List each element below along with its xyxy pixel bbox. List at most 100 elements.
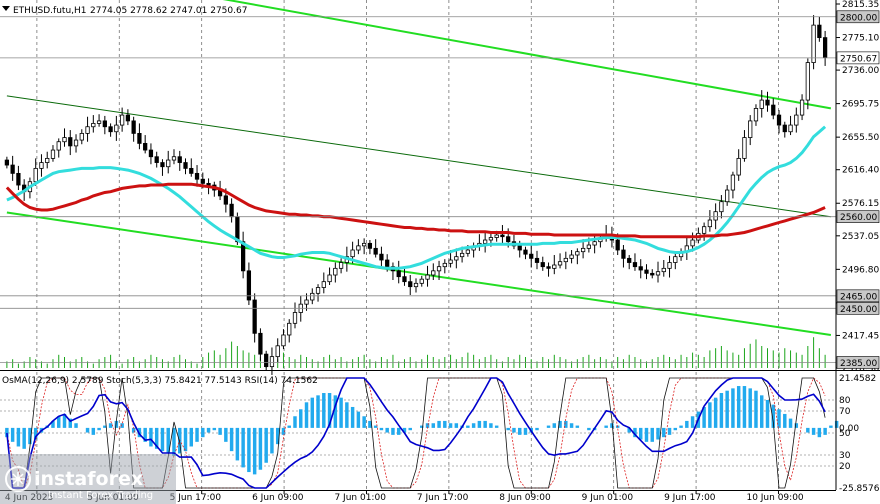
chevron-down-icon[interactable] [2,6,10,11]
candlestick [500,225,505,246]
osma-bar [742,386,747,428]
candlestick [177,150,182,171]
candle-body [690,239,695,247]
price-level-lines [0,16,836,363]
candle-body [788,124,793,133]
candle-body [154,156,159,163]
osma-bar [466,425,470,428]
candle-body [413,282,419,288]
osma-bar [28,427,32,445]
price-tick-label: 2655.50 [842,133,879,143]
candlestick [143,135,148,154]
ema-cyan-line [6,125,827,270]
osma-bar [10,427,15,442]
candlestick [563,251,568,270]
candlestick [483,232,488,253]
osma-bar [811,427,816,435]
candlestick [753,104,759,126]
logo-icon [5,466,31,492]
candlestick [661,260,666,277]
candle-body [4,159,10,166]
candlestick [638,259,643,279]
candlestick [166,150,171,174]
candlestick [575,248,580,265]
oscillator-tick-label: 21.4582 [839,374,876,384]
candle-body [436,266,442,272]
candlestick [650,269,655,279]
osma-bar [546,425,551,428]
candle-body [50,149,56,159]
time-tick-label: 10 Jun 09:00 [746,493,803,503]
candle-body [281,334,286,347]
price-tag-label: 2800.00 [840,13,877,23]
candlestick [68,130,73,156]
candle-body [621,249,626,259]
candle-body [362,242,367,247]
osma-bar [437,420,441,428]
osma-bar [523,427,528,435]
osma-bar [535,427,539,431]
candlestick [275,338,280,363]
price-tag-label: 2560.00 [840,213,877,223]
osma-bar [702,406,706,428]
candle-body [580,247,586,253]
candlestick [540,256,545,271]
candle-body [736,157,741,176]
candle-body [575,251,580,256]
candle-body [431,270,436,276]
time-tick-label: 8 Jun 09:00 [499,493,551,503]
osma-bar [552,423,557,428]
candle-body [183,162,188,169]
osma-bar [806,427,810,433]
time-tick-label: 9 Jun 17:00 [664,493,716,503]
osma-bar [149,427,153,447]
osma-bar [725,390,729,428]
osma-bar [667,427,672,435]
chart-header: ETHUSD.futu,H1 2774.05 2778.62 2747.01 2… [2,6,247,16]
candle-body [459,252,465,258]
candlestick [189,158,194,177]
candlestick [258,328,263,361]
candle-body [794,114,799,126]
osma-bar [777,409,781,428]
osma-bar [166,427,170,454]
price-tag-box [836,51,880,65]
candle-body [667,262,672,269]
moving-averages [5,125,827,270]
stoch-main-line [6,377,826,489]
candle-body [10,164,15,174]
candle-body [304,299,309,305]
osma-bar [114,420,119,428]
candle-body [333,267,338,276]
candlestick [10,155,15,181]
candlestick [725,185,730,206]
osma-bar [206,427,211,433]
osma-bar [287,425,291,428]
candle-body [62,137,67,143]
vertical-grid [36,0,779,490]
candlestick [644,264,649,280]
candle-body [148,149,154,158]
candle-body [200,178,205,184]
price-tick-label: 2616.40 [842,166,879,176]
price-tick-label: 2695.75 [842,100,879,110]
candlestick [281,329,286,350]
candle-body [563,257,568,263]
time-axis-labels: 4 Jun 2025 5 Jun 01:00 5 Jun 17:00 6 Jun 09… [5,490,804,503]
osma-bar [494,425,499,428]
osma-bar [454,423,459,428]
candle-body [419,278,424,284]
candle-body [356,245,361,251]
candlestick [119,107,125,132]
price-tag: 2450.00 [836,302,880,315]
osma-bar [760,395,764,428]
candle-body [817,24,822,39]
candlestick [4,156,10,169]
candle-body [350,249,355,258]
osma-bar [448,423,453,428]
osma-bar [91,427,96,435]
candle-body [367,242,373,249]
candle-body [494,234,499,238]
candlestick [436,260,442,281]
